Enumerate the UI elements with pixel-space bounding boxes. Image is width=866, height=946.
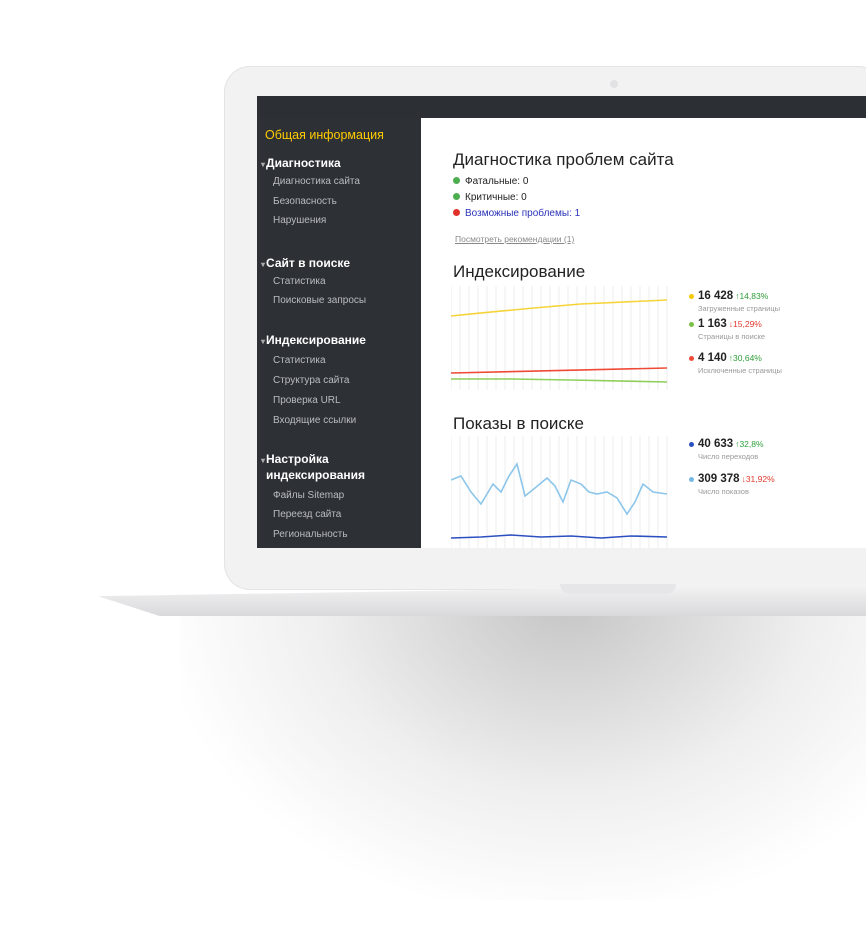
laptop-shadow (180, 600, 866, 900)
chevron-down-icon: ▾ (261, 456, 266, 465)
sidebar-group-indexing[interactable]: ▾Индексирование (261, 333, 366, 347)
indexing-title: Индексирование (453, 262, 586, 281)
impressions-chart (451, 436, 669, 548)
chevron-down-icon: ▾ (261, 160, 266, 169)
sidebar-item-security[interactable]: Безопасность (273, 196, 337, 207)
legend-change: ↓31,92% (741, 474, 775, 484)
sidebar-group-diagnostics[interactable]: ▾Диагностика (261, 156, 341, 170)
legend-label: Число переходов (698, 452, 759, 461)
chevron-down-icon: ▾ (261, 337, 266, 346)
sidebar-item-site-diagnostics[interactable]: Диагностика сайта (273, 176, 360, 187)
recommendations-link[interactable]: Посмотреть рекомендации (1) (455, 234, 575, 244)
legend-value: 4 140 (698, 352, 727, 364)
legend-label: Исключенные страницы (698, 366, 782, 375)
impressions-title: Показы в поиске (453, 414, 584, 433)
sidebar-group-indexing-settings[interactable]: ▾Настройка индексирования (261, 452, 365, 482)
sidebar-item-violations[interactable]: Нарушения (273, 215, 327, 226)
chevron-down-icon: ▾ (261, 260, 266, 269)
indexing-chart (451, 286, 669, 390)
camera-icon (610, 80, 618, 88)
legend-label: Страницы в поиске (698, 332, 766, 341)
series-impressions-line (451, 462, 668, 516)
legend-dot (689, 356, 694, 361)
legend-dot (689, 442, 694, 447)
legend-change: ↑32,8% (735, 439, 764, 449)
series-excluded-pages-line (451, 367, 668, 374)
legend-label: Загруженные страницы (698, 304, 781, 313)
series-clicks-line (451, 534, 668, 539)
legend-change: ↑30,64% (728, 353, 762, 363)
indexing-chart-grid (451, 286, 668, 390)
sidebar-item-url-check[interactable]: Проверка URL (273, 395, 341, 406)
legend-value: 309 378 (698, 473, 740, 485)
sidebar-group-site-in-search[interactable]: ▾Сайт в поиске (261, 256, 351, 270)
laptop-screen: Общая информация ▾Диагностика Диагностик… (257, 96, 866, 548)
series-pages-in-search-line (451, 378, 668, 383)
status-critical: Критичные: 0 (453, 192, 527, 203)
impressions-chart-grid (451, 436, 668, 548)
sidebar-item-general-info[interactable]: Общая информация (265, 128, 384, 142)
series-loaded-pages-line (451, 299, 668, 317)
top-bar (257, 96, 866, 118)
legend-dot (689, 294, 694, 299)
legend-dot (689, 322, 694, 327)
alert-circle-icon (453, 209, 460, 216)
legend-value: 40 633 (698, 438, 734, 450)
legend-change: ↓15,29% (728, 319, 762, 329)
sidebar-item-regionality[interactable]: Региональность (273, 529, 348, 540)
laptop-notch (560, 584, 676, 594)
sidebar-item-search-queries[interactable]: Поисковые запросы (273, 295, 367, 306)
sidebar-item-inbound-links[interactable]: Входящие ссылки (273, 415, 357, 426)
main-content: Диагностика проблем сайта Фатальные: 0 К… (421, 118, 866, 548)
check-circle-icon (453, 193, 460, 200)
sidebar-item-search-statistics[interactable]: Статистика (273, 276, 326, 287)
sidebar-item-site-move[interactable]: Переезд сайта (273, 509, 342, 520)
legend-label: Число показов (698, 487, 749, 496)
sidebar: Общая информация ▾Диагностика Диагностик… (257, 118, 421, 548)
diagnostics-title: Диагностика проблем сайта (453, 150, 674, 169)
sidebar-item-sitemap-files[interactable]: Файлы Sitemap (273, 490, 345, 501)
check-circle-icon (453, 177, 460, 184)
status-fatal: Фатальные: 0 (453, 176, 528, 187)
status-possible-problems[interactable]: Возможные проблемы: 1 (453, 208, 580, 219)
legend-change: ↑14,83% (735, 291, 769, 301)
legend-value: 1 163 (698, 318, 727, 330)
legend-value: 16 428 (698, 290, 734, 302)
legend-dot (689, 477, 694, 482)
sidebar-item-site-structure[interactable]: Структура сайта (273, 375, 350, 386)
sidebar-item-indexing-statistics[interactable]: Статистика (273, 355, 326, 366)
